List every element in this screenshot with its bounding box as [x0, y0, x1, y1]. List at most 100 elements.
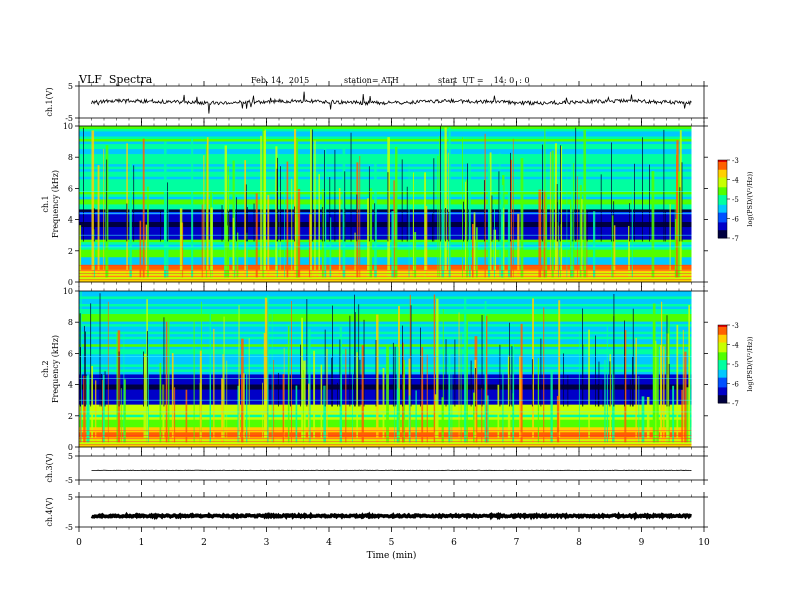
signal-streak	[174, 387, 176, 443]
signal-streak	[507, 181, 511, 278]
signal-streak	[676, 154, 678, 278]
freq-band	[79, 444, 692, 448]
freq-band	[79, 313, 692, 317]
colorbar-cell	[718, 222, 727, 225]
colorbar-cell	[718, 356, 727, 359]
colorbar-cell	[718, 367, 727, 371]
colorbar-tick-label: -7	[732, 400, 739, 408]
dark-streak	[90, 303, 92, 407]
signal-streak	[464, 181, 466, 278]
signal-streak	[545, 192, 548, 278]
colorbar-cell	[718, 183, 727, 186]
signal-streak	[550, 371, 553, 443]
signal-streak	[402, 342, 404, 443]
dark-streak	[374, 203, 376, 242]
signal-streak	[142, 138, 145, 278]
x-axis-label: Time (min)	[367, 550, 417, 561]
dark-streak	[228, 210, 229, 242]
freq-band	[79, 193, 692, 197]
signal-streak	[260, 135, 262, 278]
signal-streak	[641, 396, 645, 443]
signal-streak	[415, 390, 417, 443]
freq-band	[79, 369, 692, 372]
freq-band	[79, 158, 692, 162]
dark-streak	[586, 210, 588, 242]
signal-streak	[635, 337, 637, 443]
freq-band	[79, 431, 692, 435]
freq-band	[79, 353, 692, 357]
dark-streak	[221, 205, 223, 242]
freq-band	[79, 234, 692, 238]
dark-streak	[387, 172, 389, 242]
y-axis-label: ch.3(V)	[45, 453, 54, 482]
signal-streak	[273, 359, 275, 443]
signal-streak	[651, 171, 655, 278]
signal-streak	[224, 145, 227, 278]
freq-band	[79, 316, 692, 320]
signal-streak	[441, 144, 445, 278]
signal-streak	[291, 178, 293, 278]
freq-band	[79, 401, 692, 405]
colorbar-cell	[718, 160, 727, 163]
signal-streak	[520, 158, 524, 278]
dark-streak	[629, 379, 631, 407]
dark-streak	[498, 171, 500, 242]
signal-streak	[246, 232, 248, 278]
dark-streak	[664, 210, 666, 242]
colorbar-cell	[718, 326, 727, 330]
signal-streak	[223, 316, 225, 443]
freq-band	[79, 191, 692, 195]
freq-band	[79, 391, 692, 395]
colorbar-cell	[718, 161, 727, 165]
signal-streak	[129, 160, 132, 278]
signal-streak	[473, 212, 476, 278]
colorbar-cell	[718, 226, 727, 229]
signal-streak	[578, 330, 580, 443]
freq-band	[79, 279, 692, 283]
freq-band	[79, 156, 692, 160]
channel-label: ch.1	[41, 195, 50, 212]
signal-streak	[329, 217, 332, 278]
signal-streak	[421, 347, 424, 443]
signal-streak	[394, 355, 395, 443]
colorbar-cell	[718, 195, 727, 198]
signal-streak	[276, 228, 278, 278]
freq-band	[79, 274, 692, 278]
freq-band	[79, 161, 692, 165]
freq-band	[79, 251, 692, 255]
signal-streak	[275, 162, 278, 278]
signal-streak	[191, 137, 194, 278]
colorbar-cell	[718, 204, 727, 208]
dark-streak	[167, 182, 168, 242]
signal-streak	[487, 163, 491, 278]
dark-streak	[649, 164, 650, 242]
freq-band	[79, 209, 692, 212]
signal-streak	[395, 146, 398, 278]
signal-streak	[494, 203, 495, 278]
y-tick-label: 6	[68, 349, 73, 358]
signal-streak	[295, 385, 298, 443]
dark-streak	[236, 197, 237, 242]
dark-streak	[445, 339, 447, 407]
freq-band	[79, 141, 692, 145]
colorbar-cell	[718, 181, 727, 184]
signal-streak	[688, 305, 691, 443]
colorbar-cell	[718, 185, 727, 188]
colorbar-cell	[718, 220, 727, 223]
dark-streak	[557, 202, 558, 242]
dark-streak	[481, 314, 483, 407]
freq-band	[79, 441, 692, 445]
y-axis-label: Frequency (kHz)	[51, 335, 60, 403]
dark-streak	[324, 329, 326, 407]
signal-streak	[684, 351, 687, 443]
signal-streak	[612, 215, 614, 278]
signal-streak	[486, 395, 489, 443]
freq-band	[79, 371, 692, 375]
freq-band	[79, 256, 692, 260]
colorbar-cell	[718, 173, 727, 177]
freq-band	[79, 343, 692, 347]
signal-streak	[310, 129, 312, 278]
signal-streak	[475, 227, 478, 278]
colorbar-tick-label: -5	[732, 361, 739, 369]
